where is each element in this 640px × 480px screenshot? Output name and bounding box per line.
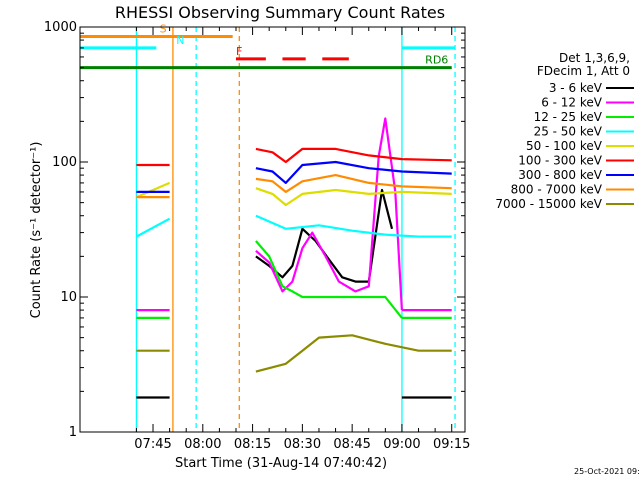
- flag-label: S: [160, 23, 167, 36]
- series-line: [255, 214, 452, 238]
- x-tick-label: 09:00: [383, 437, 420, 452]
- series-line: [255, 160, 452, 184]
- plot-frame: [79, 26, 466, 433]
- x-tick-label: 08:45: [333, 437, 370, 452]
- series-line: [135, 217, 171, 238]
- axes-layer: 1 10 100 1000 07:45 08:00 08:15 08:30 08:45 09:00…: [44, 20, 471, 452]
- x-axis-label: Start Time (31-Aug-14 07:40:42): [175, 456, 387, 471]
- x-tick-label: 07:45: [134, 437, 171, 452]
- legend-entry: 6 - 12 keV: [541, 96, 603, 110]
- legend-entry: 300 - 800 keV: [518, 168, 602, 182]
- chart-title: RHESSI Observing Summary Count Rates: [115, 3, 445, 22]
- y-tick-label: 10: [60, 290, 77, 305]
- flags-layer: SN F RD6: [80, 23, 456, 70]
- legend-entry: 25 - 50 keV: [534, 125, 603, 139]
- x-tick-label: 08:30: [284, 437, 321, 452]
- y-tick-label: 1: [69, 425, 77, 440]
- x-tick-label: 09:15: [433, 437, 470, 452]
- series-line: [255, 334, 452, 373]
- x-tick-label: 08:15: [234, 437, 271, 452]
- series-line: [135, 181, 171, 199]
- series-layer: [135, 117, 452, 399]
- flag-label: N: [176, 34, 184, 47]
- x-tick-label: 08:00: [184, 437, 221, 452]
- y-axis-label: Count Rate (s⁻¹ detector⁻¹): [29, 142, 44, 319]
- series-line: [255, 187, 452, 207]
- series-line: [255, 147, 452, 164]
- legend-header: Det 1,3,6,9,: [559, 51, 630, 65]
- y-tick-label: 100: [52, 155, 77, 170]
- vertical-markers: [135, 27, 456, 432]
- timestamp: 25-Oct-2021 09:08: [574, 467, 640, 476]
- legend-entry: 800 - 7000 keV: [511, 183, 603, 197]
- y-tick-label: 1000: [44, 20, 77, 35]
- legend-entry: 7000 - 15000 keV: [495, 197, 602, 211]
- series-line: [255, 240, 403, 319]
- series-line: [255, 117, 403, 311]
- flag-label: RD6: [425, 54, 448, 67]
- legend-entry: 12 - 25 keV: [534, 110, 603, 124]
- series-line: [255, 174, 452, 193]
- legend-entry: 100 - 300 keV: [518, 154, 602, 168]
- flag-label: F: [236, 45, 242, 58]
- legend-entry: 50 - 100 keV: [526, 139, 603, 153]
- legend-entry: 3 - 6 keV: [549, 81, 603, 95]
- legend-header: FDecim 1, Att 0: [537, 64, 630, 78]
